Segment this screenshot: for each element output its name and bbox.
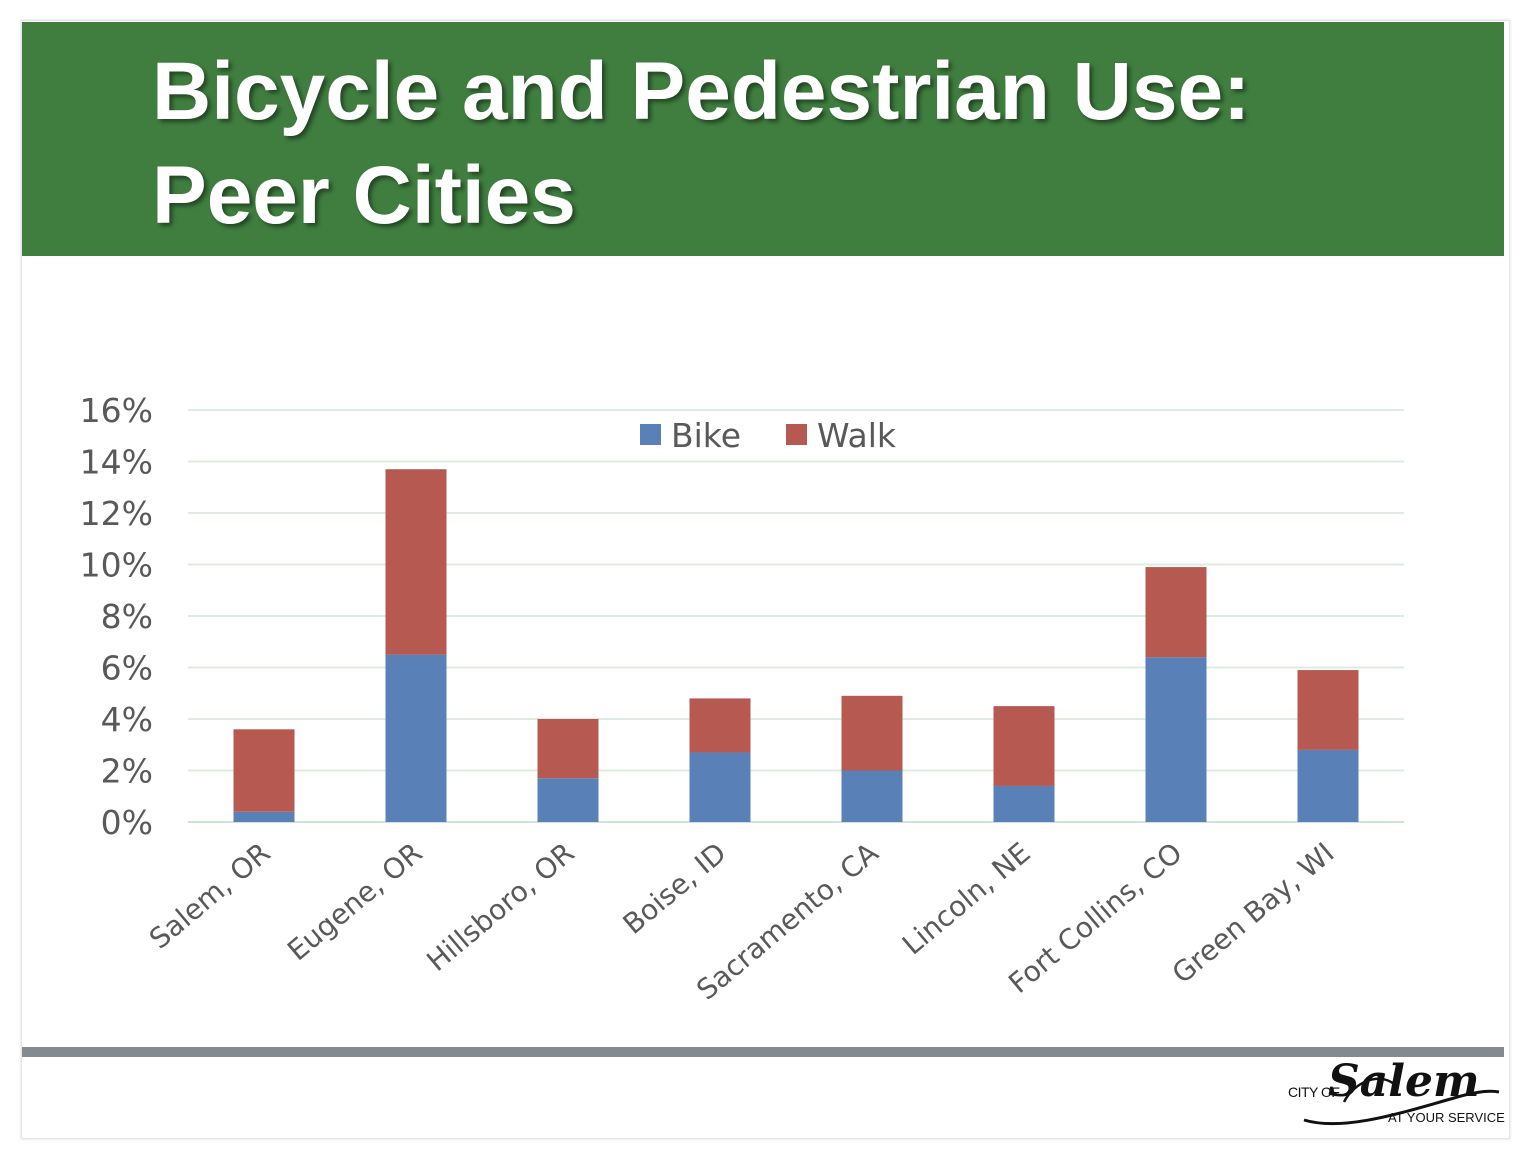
title-line-1: Bicycle and Pedestrian Use: <box>152 46 1251 137</box>
bar-bike <box>233 811 295 822</box>
y-tick-label: 4% <box>101 700 153 739</box>
bar-walk <box>1297 670 1359 750</box>
x-tick-label: Eugene, OR <box>281 836 428 967</box>
logo-script: Salem <box>1328 1056 1480 1107</box>
logo-tagline: AT YOUR SERVICE <box>1388 1110 1505 1125</box>
y-tick-label: 16% <box>80 391 153 430</box>
y-tick-label: 10% <box>80 546 153 585</box>
x-tick-label: Lincoln, NE <box>896 836 1036 961</box>
legend-label-walk: Walk <box>817 416 897 455</box>
bar-walk <box>1145 567 1207 658</box>
bar-walk <box>385 469 447 655</box>
bar-walk <box>841 695 903 771</box>
bar-bike <box>537 778 599 822</box>
title-banner: Bicycle and Pedestrian Use: Peer Cities <box>22 22 1504 256</box>
y-tick-label: 12% <box>80 494 153 533</box>
bar-bike <box>1145 657 1207 822</box>
bar-bike <box>993 785 1055 822</box>
bar-walk <box>233 729 295 812</box>
x-tick-label: Green Bay, WI <box>1166 836 1341 990</box>
bar-walk <box>537 719 599 779</box>
bar-bike <box>385 654 447 822</box>
y-tick-label: 8% <box>101 597 153 636</box>
slide-title: Bicycle and Pedestrian Use: Peer Cities <box>152 40 1250 248</box>
bar-walk <box>993 706 1055 786</box>
x-tick-label: Hillsboro, OR <box>420 836 580 978</box>
footer-divider <box>22 1047 1504 1057</box>
bar-bike <box>1297 749 1359 822</box>
y-tick-label: 14% <box>80 443 153 482</box>
logo-swoosh-icon <box>1303 1077 1500 1126</box>
x-tick-label: Boise, ID <box>617 836 733 941</box>
bar-bike <box>689 752 751 822</box>
title-line-2: Peer Cities <box>152 150 576 241</box>
y-tick-label: 2% <box>101 752 153 791</box>
legend-label-bike: Bike <box>671 416 741 455</box>
x-tick-label: Salem, OR <box>143 836 276 955</box>
logo-prefix: CITY OF <box>1288 1084 1340 1100</box>
bar-walk <box>689 698 751 753</box>
city-of-salem-logo: CITY OF Salem AT YOUR SERVICE <box>1284 1056 1505 1132</box>
bar-bike <box>841 770 903 822</box>
legend-swatch-bike <box>640 424 661 445</box>
y-tick-label: 6% <box>101 649 153 688</box>
y-tick-label: 0% <box>101 803 153 842</box>
legend-swatch-walk <box>786 424 807 445</box>
